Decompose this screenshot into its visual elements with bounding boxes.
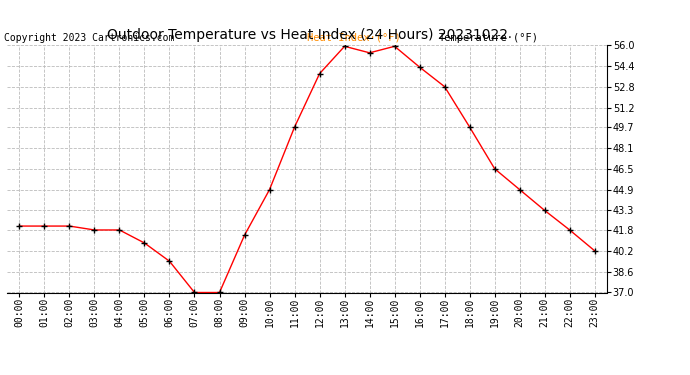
Title: Outdoor Temperature vs Heat Index (24 Hours) 20231022: Outdoor Temperature vs Heat Index (24 Ho… [106,28,508,42]
Text: Heat Index·(°F): Heat Index·(°F) [307,33,401,42]
Text: Copyright 2023 Cartronics.com: Copyright 2023 Cartronics.com [4,33,175,42]
Text: Temperature·(°F): Temperature·(°F) [439,33,539,42]
